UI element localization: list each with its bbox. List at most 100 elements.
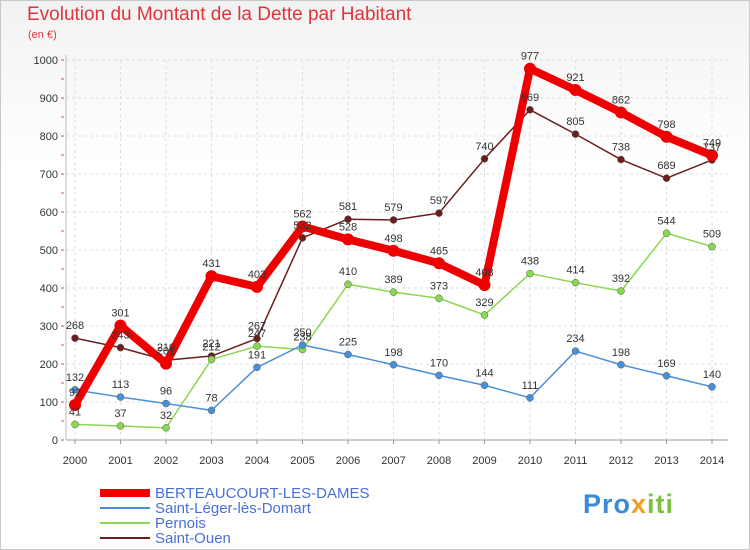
- data-point: [662, 174, 671, 182]
- data-point: [480, 311, 489, 319]
- data-label: 465: [430, 245, 448, 257]
- data-label: 221: [202, 338, 220, 350]
- data-point: [253, 342, 261, 350]
- data-label: 689: [657, 160, 675, 172]
- data-point: [526, 394, 534, 402]
- data-point: [207, 406, 216, 415]
- data-point: [478, 278, 491, 291]
- data-label: 191: [248, 349, 266, 361]
- data-point: [524, 62, 536, 75]
- data-label: 201: [157, 346, 175, 358]
- data-label: 268: [66, 320, 84, 332]
- data-label: 243: [111, 330, 129, 342]
- data-label: 749: [703, 137, 721, 149]
- data-point: [480, 155, 489, 163]
- data-point: [207, 355, 216, 364]
- data-point: [162, 399, 170, 408]
- data-label: 579: [384, 202, 402, 214]
- data-point: [662, 372, 671, 380]
- legend: BERTEAUCOURT-LES-DAMESSaint-Léger-lès-Do…: [100, 485, 370, 547]
- data-label: 32: [160, 410, 172, 422]
- data-point: [160, 357, 172, 370]
- grid: [66, 59, 728, 441]
- data-label: 532: [293, 220, 311, 232]
- data-label: 132: [66, 372, 84, 384]
- data-label: 509: [703, 229, 721, 241]
- data-label: 389: [384, 274, 402, 286]
- data-point: [526, 269, 534, 278]
- data-label: 562: [293, 208, 311, 220]
- data-label: 498: [384, 233, 402, 245]
- y-tick-label: 200: [40, 359, 58, 371]
- data-point: [114, 319, 127, 332]
- data-label: 170: [430, 357, 448, 369]
- data-point: [708, 383, 716, 391]
- x-tick-label: 2012: [609, 455, 633, 467]
- data-label: 329: [475, 297, 493, 309]
- data-point: [433, 257, 445, 270]
- y-tick-label: 800: [40, 131, 58, 143]
- data-point: [69, 399, 81, 412]
- data-point: [615, 106, 627, 119]
- data-point: [389, 361, 398, 369]
- chart-subtitle: (en €): [28, 29, 57, 41]
- chart-title: Evolution du Montant de la Dette par Hab…: [27, 4, 412, 25]
- data-label: 111: [522, 380, 539, 392]
- data-label: 403: [248, 269, 266, 281]
- data-point: [205, 270, 218, 283]
- data-point: [296, 220, 309, 233]
- series-lines: [69, 62, 718, 432]
- legend-label: Saint-Léger-lès-Domart: [155, 500, 312, 517]
- y-tick-label: 700: [40, 169, 58, 181]
- data-label: 37: [114, 408, 126, 420]
- axes: 0 100 200 300 400 500 600 700 800 900 1000 2000 2001…: [34, 55, 728, 467]
- data-point: [342, 233, 354, 246]
- data-label: 438: [521, 256, 539, 268]
- data-label: 581: [339, 201, 357, 213]
- data-label: 267: [248, 321, 266, 333]
- data-label: 805: [566, 116, 584, 128]
- data-label: 414: [566, 265, 584, 277]
- data-label: 740: [475, 141, 493, 153]
- x-tick-label: 2014: [700, 455, 724, 467]
- data-label: 862: [612, 94, 630, 106]
- x-tick-label: 2002: [154, 455, 178, 467]
- data-point: [435, 209, 443, 217]
- legend-label: Pernois: [155, 515, 206, 532]
- data-point: [298, 234, 307, 242]
- data-label: 410: [339, 266, 357, 278]
- x-tick-label: 2001: [108, 455, 132, 467]
- data-point: [480, 381, 489, 390]
- data-label: 921: [566, 72, 584, 84]
- data-point: [251, 280, 263, 293]
- data-label: 78: [205, 392, 217, 404]
- data-point: [435, 371, 443, 380]
- x-tick-label: 2008: [427, 455, 451, 467]
- data-point: [617, 155, 625, 164]
- x-tick-label: 2006: [336, 455, 360, 467]
- data-point: [344, 215, 352, 223]
- data-labels: 92 301 201 431 403 562 528 498 465 408 977 921 862 79…: [66, 51, 721, 422]
- data-label: 169: [657, 358, 675, 370]
- x-tick-label: 2004: [245, 455, 269, 467]
- data-label: 198: [612, 347, 630, 359]
- data-label: 140: [703, 369, 721, 381]
- data-point: [253, 334, 261, 343]
- data-point: [387, 244, 400, 257]
- logo-part-3: iti: [647, 489, 675, 519]
- y-tick-label: 600: [40, 207, 58, 219]
- x-tick-label: 2000: [63, 455, 87, 467]
- x-tick-label: 2013: [654, 455, 678, 467]
- data-label: 225: [339, 337, 357, 349]
- y-tick-label: 0: [52, 435, 58, 447]
- data-label: 113: [112, 379, 130, 391]
- data-label: 798: [657, 119, 675, 131]
- y-tick-label: 1000: [34, 55, 58, 67]
- logo-part-2: x: [631, 489, 648, 519]
- data-point: [344, 280, 352, 288]
- data-label: 737: [703, 142, 721, 154]
- x-tick-label: 2011: [564, 455, 588, 467]
- x-tick-label: 2010: [518, 455, 542, 467]
